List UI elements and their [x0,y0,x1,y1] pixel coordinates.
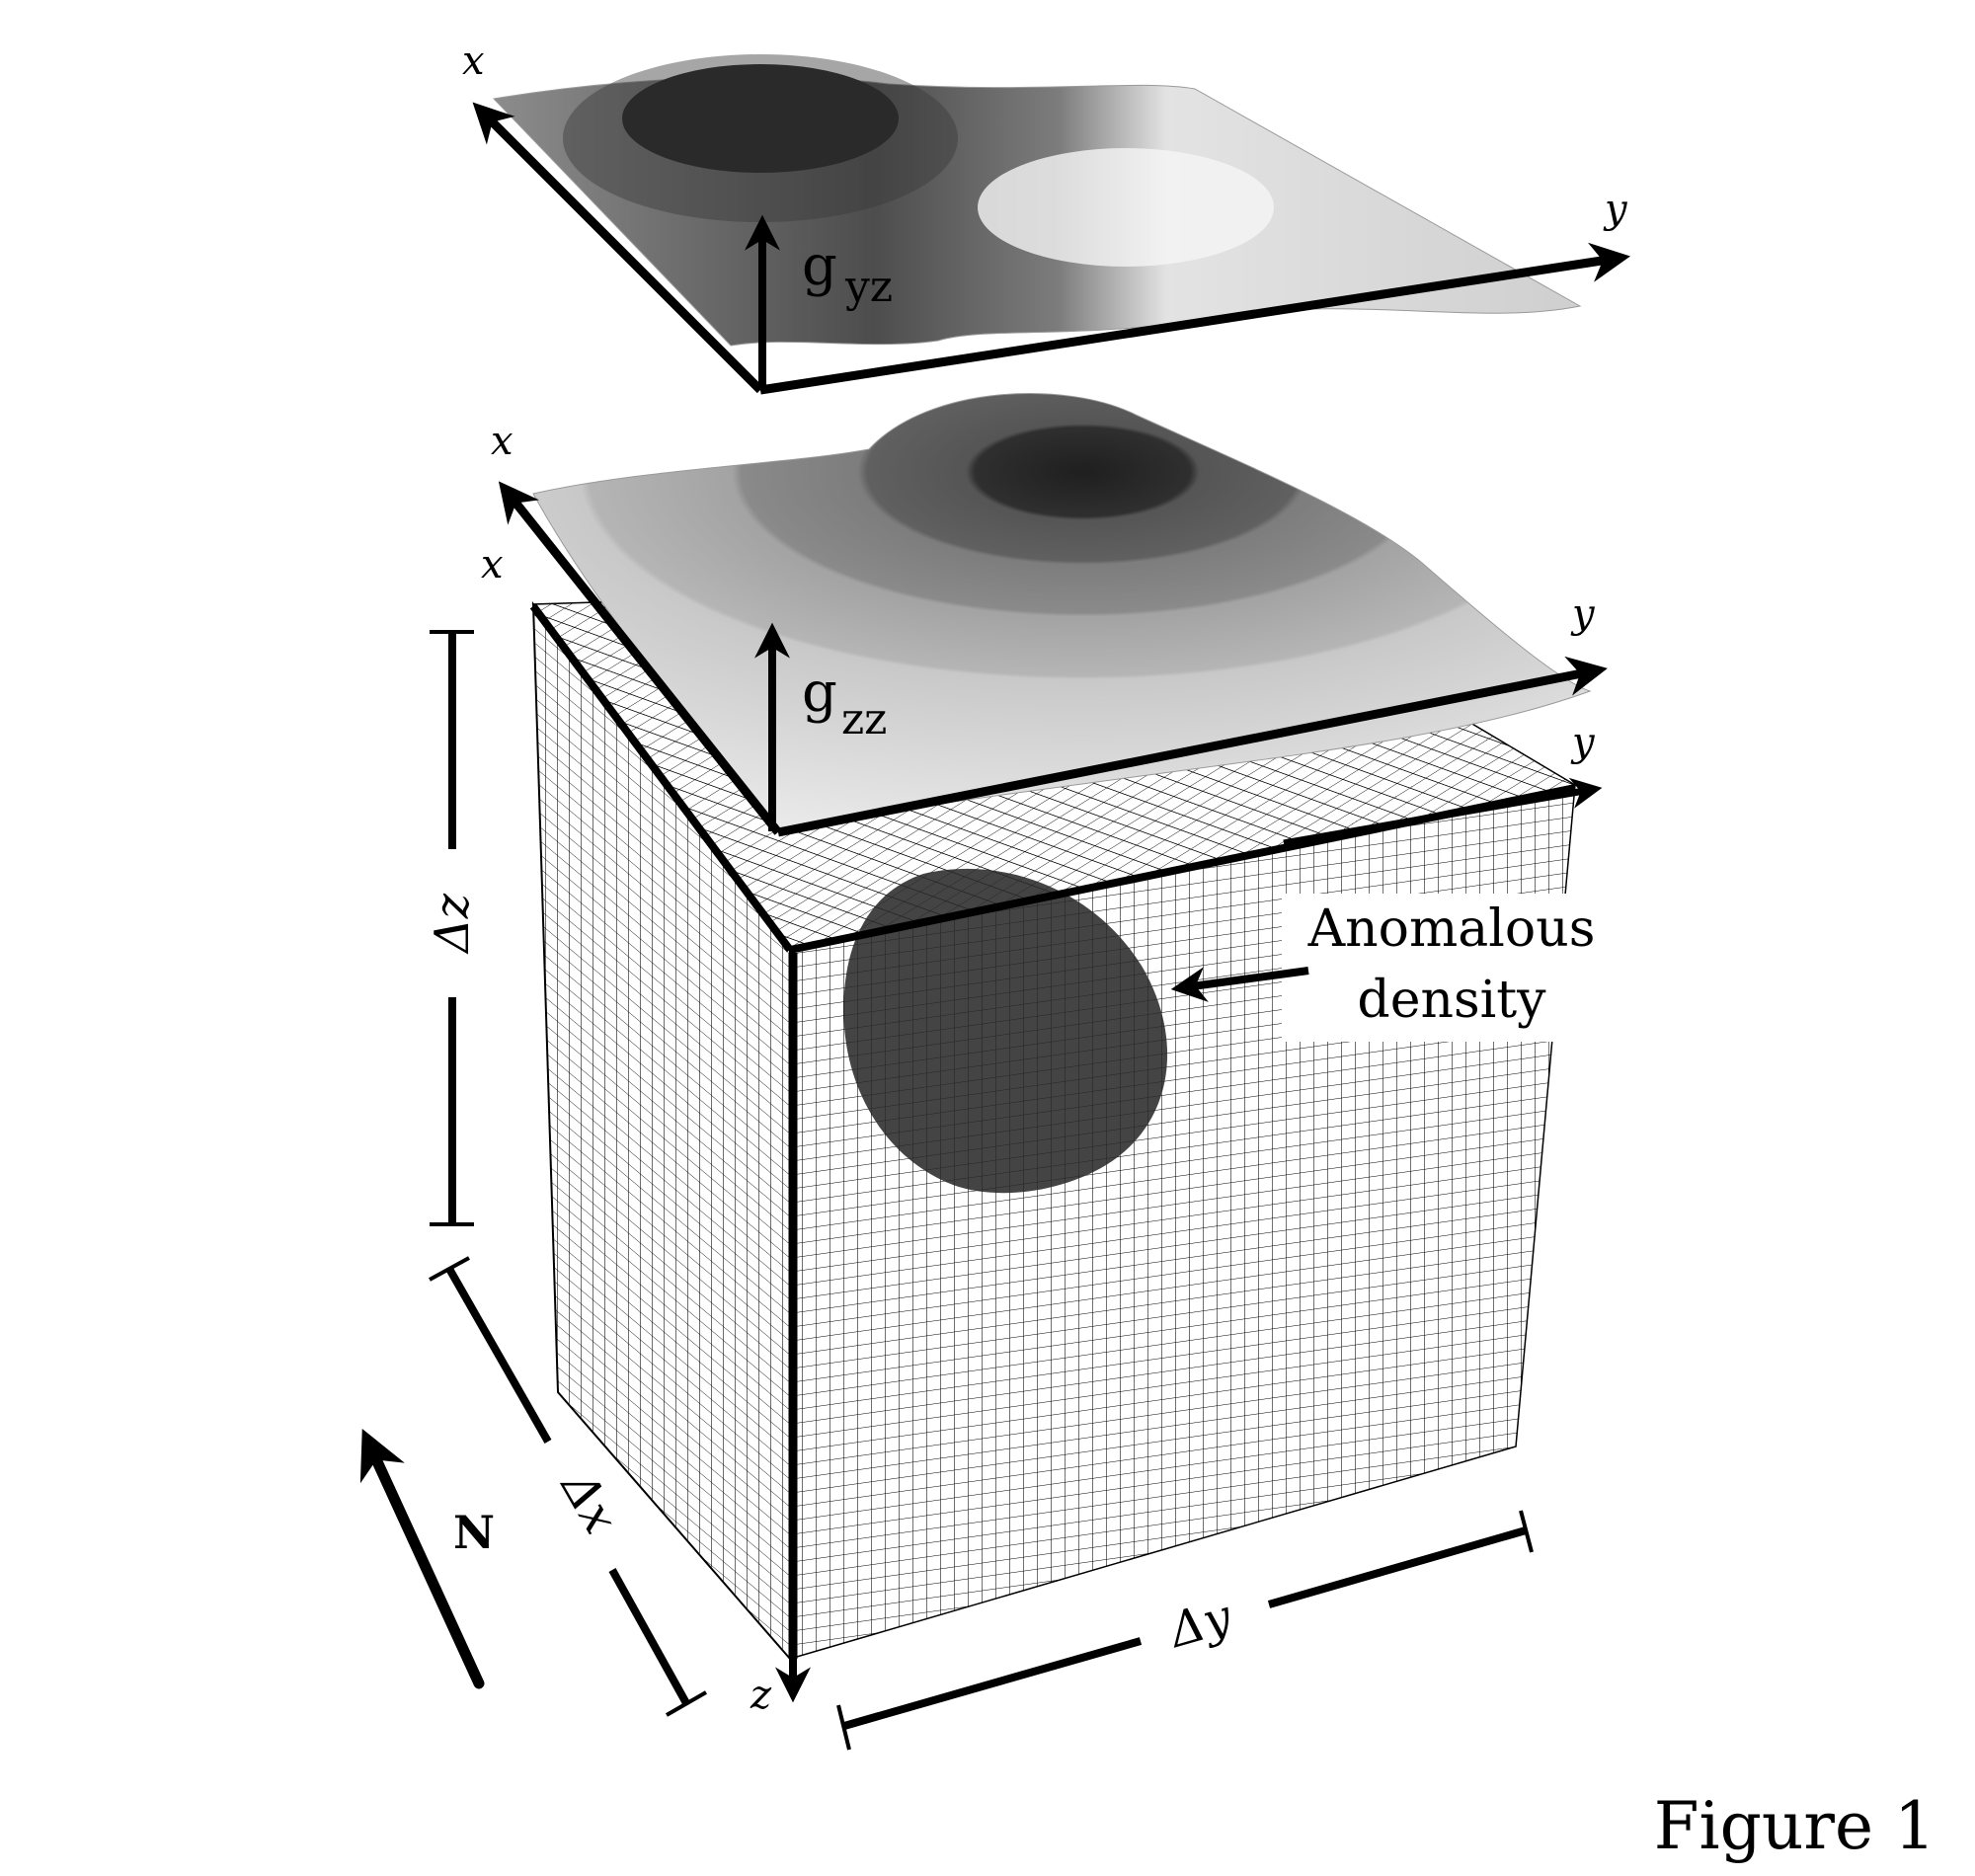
gyz-x-label: x [462,39,485,84]
dimension-dz: Δz [425,630,480,1226]
anomaly-label-line1: Anomalous [1307,899,1596,959]
dy-bar-right [1267,1526,1528,1608]
figure-label: Figure 1 [1654,1788,1936,1864]
north-label: N [453,1506,495,1559]
dx-bar-lower [608,1568,690,1705]
dx-tick-top [429,1256,470,1282]
gzz-y-label: y [1570,591,1596,637]
anomaly-pointer-arrow [1170,967,1309,1002]
gyz-g-letter: g [802,234,837,298]
gzz-x-axis-arrow [498,481,782,835]
north-arrow [359,1429,485,1689]
dy-label: Δy [1161,1589,1238,1660]
cube-y-label: y [1570,720,1596,765]
gyz-low-ring [563,54,958,222]
anomaly-label-background [1282,894,1622,1042]
gyz-g-subscript: yz [844,262,893,312]
gyz-y-label: y [1603,187,1628,232]
gzz-g-letter: g [802,661,837,725]
dy-tick-right [1519,1510,1534,1553]
gyz-high-core [978,148,1274,267]
gzz-surface-group: x y g zz [491,392,1608,837]
gyz-y-axis-arrow [759,242,1631,395]
anomaly-label-group: Anomalous density [1170,894,1622,1042]
dz-label: Δz [425,893,480,955]
cube-z-label: z [750,1673,772,1718]
gyz-low-core [622,64,899,173]
cube-left-top-edge [529,603,794,953]
anomaly-label-line2: density [1357,971,1546,1030]
dx-tick-bottom [666,1690,707,1717]
cube-x-label: x [481,542,504,587]
dx-bar-upper [445,1267,552,1444]
gzz-g-subscript: zz [841,694,887,744]
dx-label: Δx [549,1461,628,1543]
gyz-x-axis-arrow [472,102,764,394]
dy-tick-left [836,1704,851,1751]
gzz-y-axis-arrow [777,656,1608,837]
cube-y-axis-arrow [1283,777,1603,847]
north-arrow-group: N [359,1429,495,1689]
anomalous-density-body [843,868,1168,1194]
gzz-x-label: x [491,419,514,464]
gyz-surface-group: x y g yz [462,39,1631,395]
dy-bar-left [842,1637,1143,1730]
